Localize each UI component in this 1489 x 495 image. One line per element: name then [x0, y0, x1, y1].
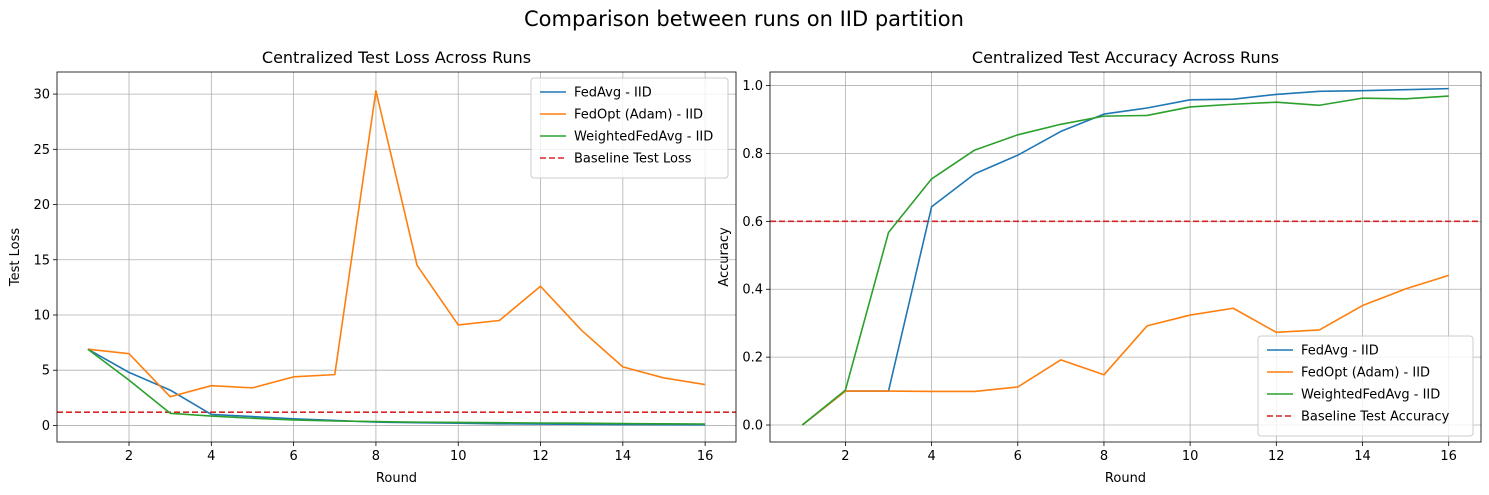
loss-ytick-label: 15: [33, 253, 50, 268]
accuracy-y-axis-label: Accuracy: [717, 227, 732, 287]
accuracy-xtick-label: 2: [841, 449, 849, 464]
loss-xtick-label: 12: [532, 449, 549, 464]
accuracy-xtick-label: 6: [1014, 449, 1022, 464]
accuracy-chart-title: Centralized Test Accuracy Across Runs: [972, 48, 1279, 67]
accuracy-legend-label: FedOpt (Adam) - IID: [1301, 366, 1430, 381]
accuracy-legend-label: Baseline Test Accuracy: [1301, 410, 1450, 425]
accuracy-ytick-label: 0.6: [742, 215, 763, 230]
loss-legend-box: [530, 77, 729, 179]
accuracy-xtick-label: 12: [1268, 449, 1285, 464]
loss-legend-label: WeightedFedAvg - IID: [574, 130, 713, 145]
loss-chart: 2 4 6 8 10 12 14 16 0 5 10 15 20 25 30 Centralized Test…: [8, 48, 737, 486]
loss-xtick-label: 16: [697, 449, 714, 464]
loss-ytick-label: 0: [42, 419, 50, 434]
accuracy-xtick-label: 14: [1354, 449, 1371, 464]
loss-xtick-label: 8: [372, 449, 380, 464]
accuracy-ytick-label: 1.0: [742, 79, 763, 94]
loss-ytick-label: 30: [33, 88, 50, 103]
loss-legend-label: FedAvg - IID: [574, 86, 652, 101]
accuracy-series-line-1: [801, 274, 1449, 426]
loss-chart-title: Centralized Test Loss Across Runs: [262, 48, 531, 67]
accuracy-ytick-label: 0.0: [742, 419, 763, 434]
loss-series-line-2: [87, 348, 706, 425]
accuracy-chart: 2 4 6 8 10 12 14 16 0.0 0.2 0.4 0.6 0.8 1.0 Centralize…: [717, 48, 1482, 486]
loss-xtick-label: 2: [125, 449, 133, 464]
accuracy-x-axis-label: Round: [1105, 471, 1146, 486]
accuracy-legend-box: [1257, 335, 1474, 437]
accuracy-ytick-label: 0.2: [742, 351, 763, 366]
loss-axes-frame: [56, 71, 737, 443]
loss-xtick-label: 10: [450, 449, 467, 464]
loss-ytick-label: 25: [33, 143, 50, 158]
loss-xtick-label: 14: [615, 449, 632, 464]
accuracy-xtick-label: 16: [1440, 449, 1457, 464]
figure-suptitle: Comparison between runs on IID partition: [524, 7, 964, 31]
accuracy-series-line-0: [801, 87, 1449, 426]
accuracy-series-line-2: [801, 95, 1449, 426]
accuracy-ytick-label: 0.8: [742, 147, 763, 162]
accuracy-axes-frame: [769, 71, 1482, 443]
accuracy-xtick-label: 4: [927, 449, 935, 464]
accuracy-ytick-label: 0.4: [742, 283, 763, 298]
loss-legend-label: FedOpt (Adam) - IID: [574, 108, 703, 123]
loss-xtick-label: 6: [289, 449, 297, 464]
loss-ytick-label: 20: [33, 198, 50, 213]
accuracy-xtick-label: 10: [1182, 449, 1199, 464]
accuracy-legend: FedAvg - IID FedOpt (Adam) - IID WeightedF…: [1257, 335, 1474, 437]
loss-ytick-label: 10: [33, 308, 50, 323]
loss-series-line-1: [87, 89, 706, 398]
accuracy-legend-label: FedAvg - IID: [1301, 344, 1379, 359]
accuracy-legend-label: WeightedFedAvg - IID: [1301, 388, 1440, 403]
loss-xtick-label: 4: [207, 449, 215, 464]
loss-ytick-label: 5: [42, 364, 50, 379]
loss-legend: FedAvg - IID FedOpt (Adam) - IID WeightedF…: [530, 77, 729, 179]
loss-y-axis-label: Test Loss: [8, 228, 23, 287]
accuracy-xtick-label: 8: [1100, 449, 1108, 464]
loss-x-axis-label: Round: [376, 471, 417, 486]
loss-legend-label: Baseline Test Loss: [574, 152, 692, 167]
